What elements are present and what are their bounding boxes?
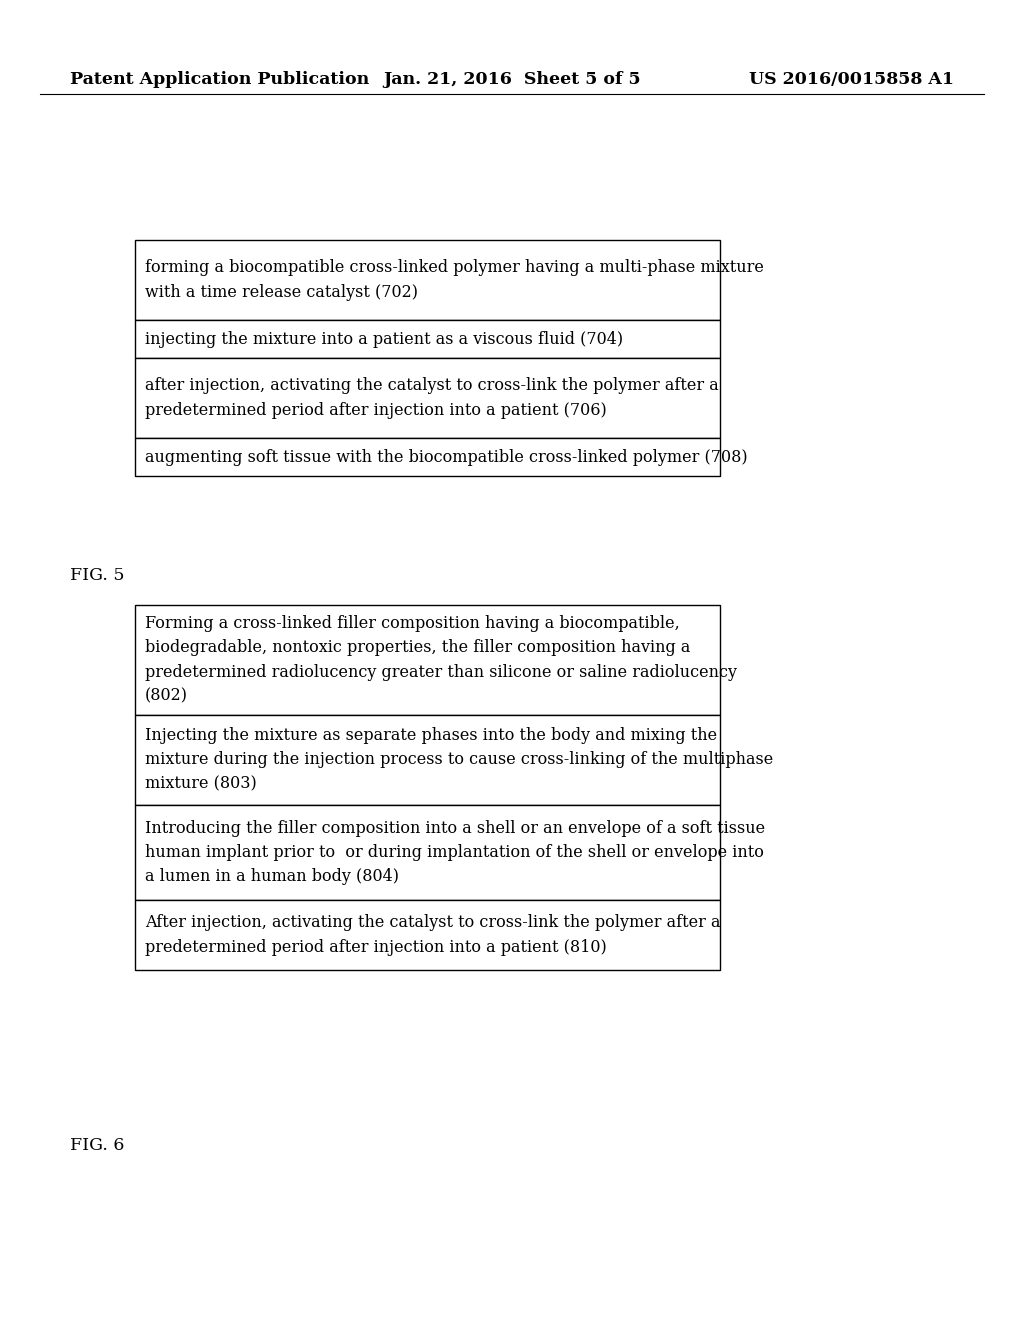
Bar (135, 438, 720, 477)
Text: Jan. 21, 2016  Sheet 5 of 5: Jan. 21, 2016 Sheet 5 of 5 (383, 71, 641, 88)
Text: Patent Application Publication: Patent Application Publication (70, 71, 370, 88)
Text: Forming a cross-linked filler composition having a biocompatible,
biodegradable,: Forming a cross-linked filler compositio… (145, 615, 737, 705)
Bar (135, 605, 720, 715)
Bar (135, 805, 720, 900)
Text: US 2016/0015858 A1: US 2016/0015858 A1 (749, 71, 954, 88)
Bar (135, 240, 720, 319)
Text: FIG. 5: FIG. 5 (70, 566, 125, 583)
Text: augmenting soft tissue with the biocompatible cross-linked polymer (708): augmenting soft tissue with the biocompa… (145, 449, 748, 466)
Bar (135, 900, 720, 970)
Text: after injection, activating the catalyst to cross-link the polymer after a
prede: after injection, activating the catalyst… (145, 378, 719, 418)
Text: Injecting the mixture as separate phases into the body and mixing the
mixture du: Injecting the mixture as separate phases… (145, 727, 773, 792)
Text: forming a biocompatible cross-linked polymer having a multi-phase mixture
with a: forming a biocompatible cross-linked pol… (145, 260, 764, 301)
Text: injecting the mixture into a patient as a viscous fluid (704): injecting the mixture into a patient as … (145, 330, 624, 347)
Text: FIG. 6: FIG. 6 (70, 1137, 124, 1154)
Bar (135, 715, 720, 805)
Text: Introducing the filler composition into a shell or an envelope of a soft tissue
: Introducing the filler composition into … (145, 820, 765, 886)
Bar (135, 358, 720, 438)
Text: After injection, activating the catalyst to cross-link the polymer after a
prede: After injection, activating the catalyst… (145, 915, 721, 956)
Bar (135, 319, 720, 358)
